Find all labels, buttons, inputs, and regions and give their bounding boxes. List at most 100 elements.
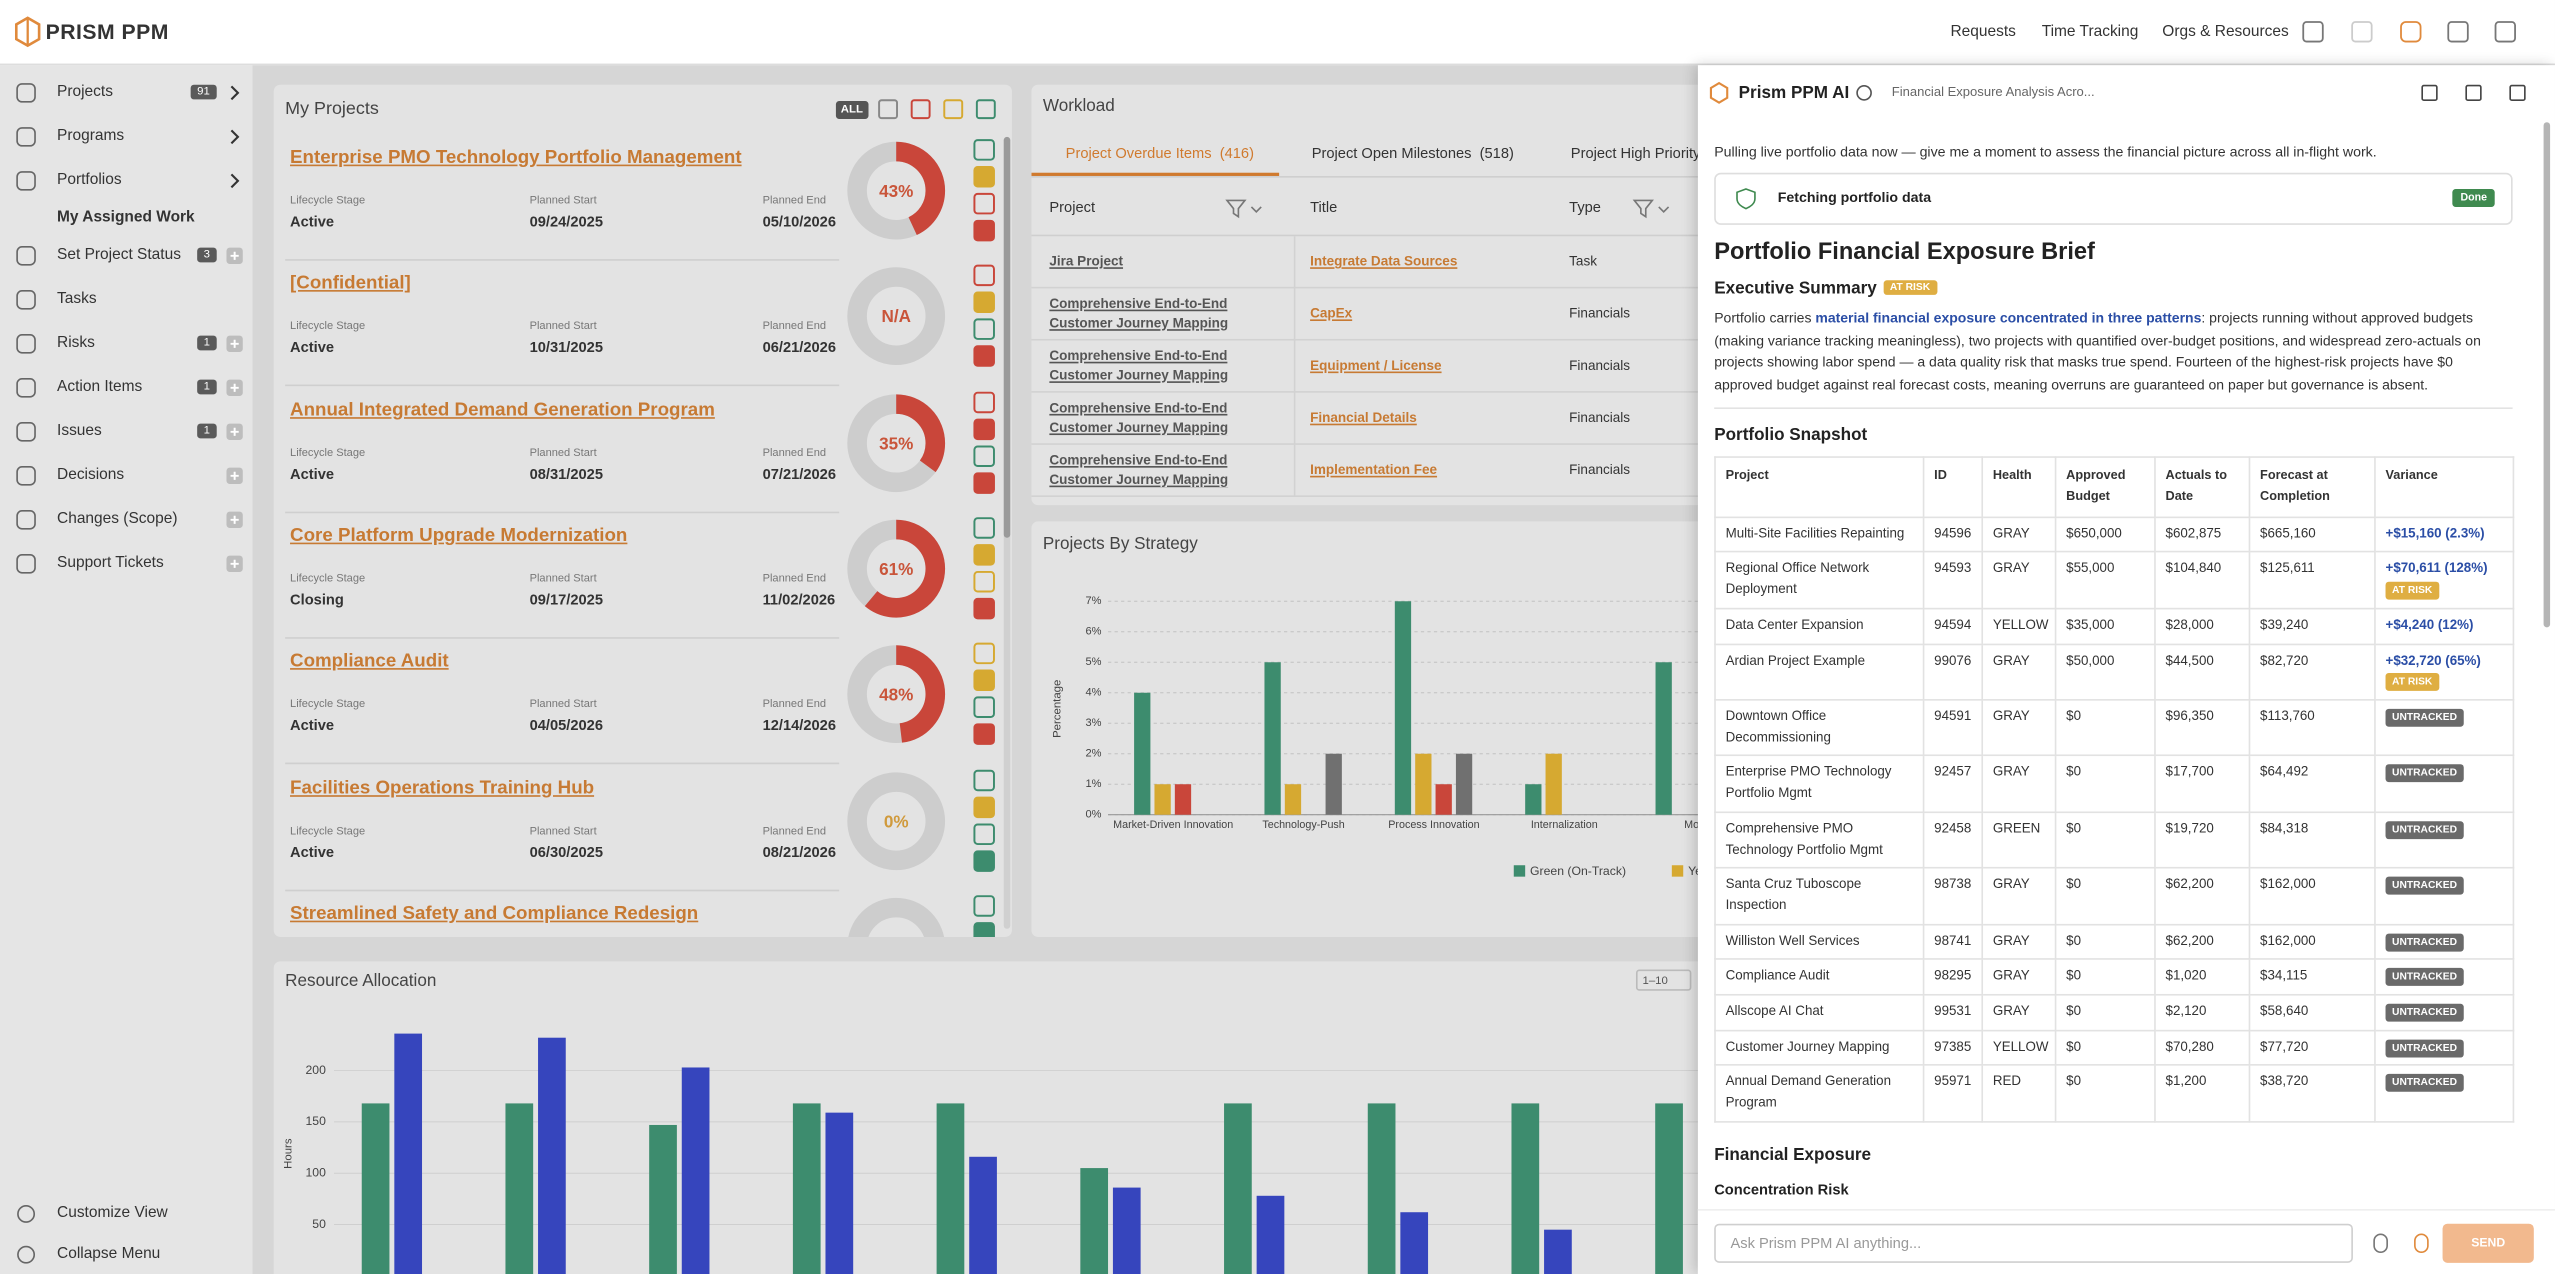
nav-icon-shape <box>2494 21 2516 43</box>
nav-link[interactable]: Orgs & Resources <box>2162 22 2289 41</box>
table-cell: GRAY <box>1981 516 2057 554</box>
tab[interactable]: Project High Priority <box>1571 145 1701 161</box>
menu-chevron <box>230 129 240 145</box>
logo-icon <box>14 16 41 48</box>
bar <box>1112 1187 1141 1274</box>
table-cell: $50,000 <box>2054 642 2156 701</box>
bar <box>681 1067 710 1274</box>
y-tick-label: 3% <box>1085 717 1101 729</box>
menu-item[interactable]: My Assigned Work <box>57 208 195 227</box>
status-icons <box>973 642 995 746</box>
project-title[interactable]: Streamlined Safety and Compliance Redesi… <box>290 904 699 924</box>
footer-link[interactable]: Customize View <box>57 1204 168 1223</box>
menu-item[interactable]: Programs <box>57 127 125 146</box>
menu-icon-shape <box>16 171 36 191</box>
add-plus <box>230 427 239 436</box>
panel-action-shape <box>2465 84 2482 102</box>
project-title[interactable]: Compliance Audit <box>290 652 449 672</box>
project-title[interactable]: Enterprise PMO Technology Portfolio Mana… <box>290 148 742 168</box>
header-cell: Actuals to Date <box>2154 456 2251 518</box>
menu-item[interactable]: Projects <box>57 83 113 102</box>
project-title[interactable]: [Confidential] <box>290 274 411 294</box>
menu-item[interactable]: Issues <box>57 422 102 440</box>
menu-item[interactable]: Tasks <box>57 290 97 308</box>
menu-item[interactable]: Changes (Scope) <box>57 510 178 528</box>
field-label: Planned Start <box>529 195 597 207</box>
cell-title[interactable]: Integrate Data Sources <box>1310 252 1458 269</box>
column-header: Type <box>1569 198 1601 216</box>
filter-box <box>943 99 964 120</box>
cell-title[interactable]: CapEx <box>1310 304 1353 322</box>
table-cell: $602,875 <box>2154 516 2251 554</box>
bar <box>1511 1103 1540 1274</box>
footer-link[interactable]: Collapse Menu <box>57 1244 161 1263</box>
cell-project[interactable]: Comprehensive End-to-End Customer Journe… <box>1049 451 1229 487</box>
bar <box>936 1103 965 1274</box>
project-title[interactable]: Facilities Operations Training Hub <box>290 778 595 798</box>
status-icon <box>973 921 995 937</box>
cell-project[interactable]: Comprehensive End-to-End Customer Journe… <box>1049 294 1229 330</box>
bar <box>1264 662 1281 815</box>
project-title[interactable]: Core Platform Upgrade Modernization <box>290 526 628 546</box>
bar <box>1415 753 1432 815</box>
menu-item[interactable]: Action Items <box>57 378 143 396</box>
legend-swatch <box>1513 865 1526 877</box>
table-row: Compliance Audit 98295 GRAY $0 $1,020 $34,115… <box>1714 958 2515 996</box>
row-divider <box>285 259 840 261</box>
project-title[interactable]: Annual Integrated Demand Generation Prog… <box>290 400 715 420</box>
status-icon <box>973 849 995 872</box>
bar <box>1525 784 1542 815</box>
add-plus <box>230 339 239 348</box>
table-row: Ardian Project Example 99076 GRAY $50,000 $4… <box>1714 642 2515 701</box>
add-plus <box>230 559 239 568</box>
status-icons <box>973 894 995 937</box>
menu-icon-shape <box>16 290 36 310</box>
nav-icon <box>2494 21 2516 43</box>
add-plus <box>230 515 239 524</box>
cell-title[interactable]: Equipment / License <box>1310 356 1442 374</box>
table-row: Multi-Site Facilities Repainting 94596 GRA… <box>1714 516 2515 554</box>
field-label: Planned Start <box>529 321 597 333</box>
menu-item[interactable]: Support Tickets <box>57 554 164 572</box>
y-tick-label: 2% <box>1085 748 1101 760</box>
field-value: Closing <box>290 591 344 608</box>
cell-project[interactable]: Comprehensive End-to-End Customer Journe… <box>1049 399 1229 435</box>
page-size-select[interactable]: 1–10 <box>1635 969 1692 991</box>
menu-item[interactable]: Decisions <box>57 466 125 484</box>
filter-icon <box>1632 199 1670 219</box>
menu-item[interactable]: Risks <box>57 334 95 352</box>
menu-item[interactable]: Portfolios <box>57 171 122 190</box>
table-cell: Regional Office Network Deployment <box>1714 551 1925 610</box>
card-title: Projects By Strategy <box>1042 534 1198 555</box>
table-row: Data Center Expansion 94594 YELLOW $35,000 $… <box>1714 607 2515 645</box>
field-label: Planned End <box>762 195 827 207</box>
cell-project[interactable]: Comprehensive End-to-End Customer Journe… <box>1049 347 1229 383</box>
chat-input[interactable]: Ask Prism PPM AI anything... <box>1714 1223 2353 1263</box>
send-button[interactable]: SEND <box>2442 1223 2534 1263</box>
bar <box>1394 601 1412 815</box>
cell-project[interactable]: Jira Project <box>1049 252 1124 269</box>
nav-link[interactable]: Time Tracking <box>2041 22 2139 41</box>
menu-add <box>226 335 243 352</box>
cell-title[interactable]: Implementation Fee <box>1310 461 1438 478</box>
cell-title[interactable]: Financial Details <box>1310 408 1417 426</box>
field-label: Lifecycle Stage <box>290 825 366 837</box>
bar <box>1545 753 1562 815</box>
tab[interactable]: Project Open Milestones (518) <box>1312 145 1514 161</box>
tab[interactable]: Project Overdue Items (416) <box>1066 145 1254 161</box>
nav-link[interactable]: Requests <box>1950 22 2016 41</box>
nav-icon <box>2351 21 2373 43</box>
table-cell: $0 <box>2054 699 2156 757</box>
conversation-title[interactable]: Financial Exposure Analysis Acro... <box>1891 84 2095 100</box>
menu-count: 1 <box>197 335 217 351</box>
menu-item[interactable]: Set Project Status <box>57 246 181 264</box>
status-icon <box>973 166 995 188</box>
filter-all[interactable]: ALL <box>835 101 868 119</box>
bar <box>1224 1103 1252 1274</box>
header-cell: ID <box>1922 456 1984 518</box>
field-label: Planned Start <box>529 573 597 585</box>
project-row: Annual Integrated Demand Generation Prog… <box>274 389 999 514</box>
x-tick-label: Technology-Push <box>1262 819 1345 832</box>
menu-icon <box>16 466 36 486</box>
menu-icon <box>16 422 36 442</box>
